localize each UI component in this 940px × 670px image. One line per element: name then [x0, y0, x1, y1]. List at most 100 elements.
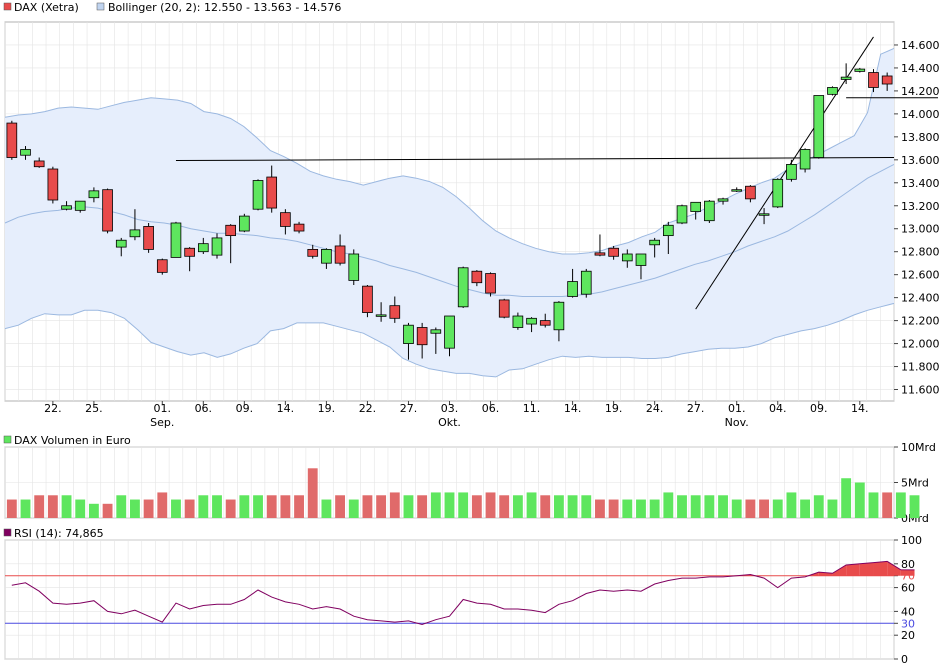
candle: [717, 198, 729, 202]
xtick-label: 22.: [359, 402, 377, 415]
candle: [745, 185, 756, 200]
price-ytick-label: 14.000: [901, 108, 940, 121]
candle: [854, 68, 866, 72]
candle: [457, 267, 469, 308]
candle: [621, 253, 633, 262]
month-label: Sep.: [150, 416, 174, 429]
candle: [211, 237, 223, 256]
xtick-label: 27.: [400, 402, 418, 415]
candle: [868, 72, 879, 88]
volume-bar: [212, 495, 222, 518]
candle: [676, 205, 688, 224]
volume-bar: [280, 495, 291, 518]
legend-label-volume: DAX Volumen in Euro: [14, 434, 131, 447]
candle: [512, 315, 524, 328]
volume-bar: [321, 499, 332, 518]
rsi-frame: [4, 539, 895, 660]
rsi-overbought-area: [900, 569, 915, 576]
volume-bar: [745, 499, 756, 518]
price-ytick-label: 12.400: [901, 292, 940, 305]
rsi-ytick-label: 100: [901, 534, 922, 547]
xtick-label: 27.: [687, 402, 705, 415]
xtick-label: 09.: [236, 402, 254, 415]
volume-bar: [47, 495, 58, 518]
xtick-label: 19.: [318, 402, 336, 415]
volume-bar: [718, 495, 728, 518]
candle: [321, 248, 332, 264]
candle: [348, 253, 360, 281]
candle: [416, 327, 428, 346]
volume-bar: [608, 499, 619, 518]
volume-bar: [800, 499, 811, 518]
candle: [20, 149, 31, 156]
price-ytick-label: 12.800: [901, 246, 940, 259]
volume-bar: [677, 495, 687, 518]
candle: [266, 176, 278, 209]
volume-bar: [198, 495, 209, 518]
rsi-overbought-area: [873, 561, 888, 576]
rsi-ytick-label: 0: [901, 653, 908, 666]
candle: [827, 87, 838, 95]
volume-bar: [731, 499, 742, 518]
volume-bar: [157, 492, 168, 518]
volume-bar: [130, 499, 140, 518]
rsi-ytick-label: 20: [901, 629, 915, 642]
candle: [362, 285, 373, 313]
xtick-label: 22.: [44, 402, 62, 415]
rsi-ytick-label: 80: [901, 558, 915, 571]
volume-bar: [6, 499, 17, 518]
legend-swatch-dax: [3, 2, 12, 11]
candle: [239, 215, 250, 232]
volume-bar: [827, 499, 838, 518]
candle: [170, 222, 182, 258]
rsi-overbought-area: [859, 562, 874, 576]
volume-bar: [458, 492, 469, 518]
candle: [74, 200, 86, 211]
rsi-line: [11, 560, 915, 626]
rsi-ytick-label: 40: [901, 605, 915, 618]
price-panel: 11.600 11.800 12.000 12.200 12.400 12.600 12.8…: [4, 21, 940, 429]
price-ytick-label: 14.200: [901, 85, 940, 98]
month-label: Okt.: [438, 416, 461, 429]
candle: [881, 75, 893, 85]
candle: [485, 273, 496, 294]
candle: [184, 247, 195, 257]
xtick-label: 11.: [523, 402, 541, 415]
xtick-label: 03.: [441, 402, 459, 415]
xtick-label: 14.: [851, 402, 869, 415]
price-ytick-label: 11.800: [901, 361, 940, 374]
candle: [731, 189, 743, 192]
volume-bar: [622, 499, 633, 518]
xtick-label: 06.: [482, 402, 500, 415]
candle: [594, 252, 606, 256]
volume-bar: [171, 499, 181, 518]
volume-ytick-label: 10Mrd: [901, 441, 936, 454]
legend-label-rsi: RSI (14): 74,865: [14, 527, 104, 540]
volume-bar: [813, 495, 824, 518]
price-ytick-label: 12.600: [901, 269, 940, 282]
candle: [772, 178, 784, 208]
volume-bar: [444, 492, 455, 518]
volume-bar: [526, 492, 537, 518]
resistance-line: [175, 157, 895, 162]
candle: [471, 270, 483, 284]
xtick-label: 04.: [769, 402, 787, 415]
candle: [813, 95, 825, 158]
volume-bar: [294, 495, 304, 518]
volume-bar: [841, 478, 852, 518]
xtick-label: 09.: [810, 402, 828, 415]
legend-swatch-bollinger: [96, 2, 105, 11]
volume-bar: [499, 495, 510, 518]
volume-bar: [389, 492, 400, 518]
candle: [567, 281, 578, 297]
rsi-overbought-area: [887, 561, 901, 576]
volume-bar: [485, 492, 496, 518]
price-ytick-label: 13.400: [901, 177, 940, 190]
volume-bar: [690, 495, 701, 518]
volume-bar: [307, 468, 318, 518]
volume-bar: [143, 499, 154, 518]
volume-bar: [581, 495, 592, 518]
volume-ytick-label: 0Mrd: [901, 512, 929, 525]
volume-bar: [772, 499, 783, 518]
